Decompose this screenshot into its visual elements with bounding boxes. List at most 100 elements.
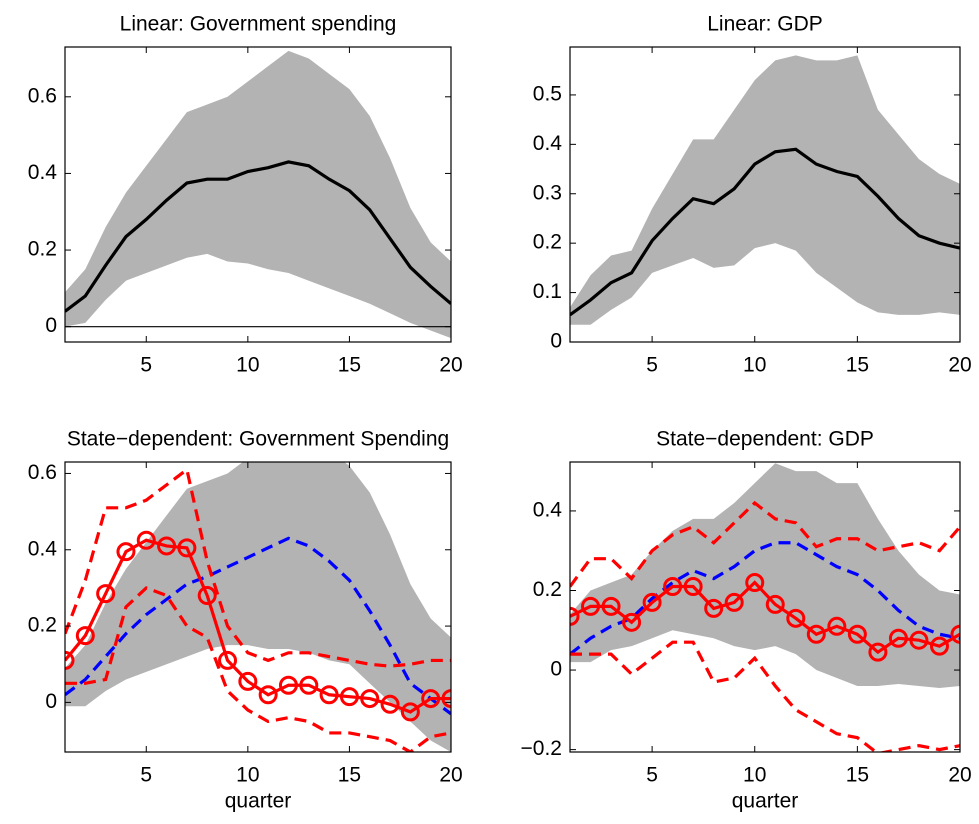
x-axis-label: quarter — [732, 790, 799, 813]
series-marker — [380, 694, 400, 714]
x-axis-label: quarter — [225, 790, 292, 813]
series-marker — [724, 592, 744, 612]
series-marker — [400, 702, 420, 722]
series-line — [570, 640, 960, 752]
y-tick-label: 0.6 — [28, 461, 57, 484]
series-marker — [765, 594, 785, 614]
y-tick-label: −0.2 — [521, 737, 562, 760]
x-tick-label: 10 — [236, 354, 259, 377]
series-marker — [65, 650, 75, 670]
series-marker — [745, 573, 765, 593]
plot-area — [65, 50, 451, 339]
confidence-band — [570, 55, 960, 325]
axes-frame — [569, 46, 961, 343]
x-tick-label: 20 — [439, 354, 462, 377]
series-line — [65, 536, 451, 716]
series-marker — [704, 598, 724, 618]
series-marker — [622, 612, 642, 632]
chart-title: Linear: GDP — [707, 13, 823, 36]
series-marker — [319, 685, 339, 705]
series-line — [65, 160, 451, 313]
y-tick-label: 0.2 — [533, 578, 562, 601]
y-tick-label: 0 — [550, 330, 562, 353]
series-marker — [116, 542, 136, 562]
x-tick-label: 5 — [646, 764, 658, 787]
series-marker — [601, 596, 621, 616]
x-tick-label: 5 — [140, 764, 152, 787]
chart-title: Linear: Government spending — [120, 13, 397, 36]
chart-title: State−dependent: Government Spending — [67, 428, 449, 451]
series-marker — [177, 538, 197, 558]
series-marker — [806, 624, 826, 644]
series-marker — [136, 530, 156, 550]
x-tick-label: 10 — [743, 354, 766, 377]
y-tick-label: 0.2 — [533, 231, 562, 254]
series-marker — [683, 577, 703, 597]
x-tick-label: 20 — [439, 764, 462, 787]
x-tick-label: 15 — [338, 764, 361, 787]
y-tick-label: 0.5 — [533, 82, 562, 105]
series-marker — [258, 685, 278, 705]
axes-frame — [569, 461, 961, 753]
series-marker — [421, 689, 441, 709]
y-tick-label: 0 — [45, 690, 57, 713]
series-marker — [96, 584, 116, 604]
series-marker — [581, 596, 601, 616]
y-tick-label: 0.4 — [533, 498, 563, 521]
plot-area — [570, 463, 960, 752]
x-tick-label: 10 — [236, 764, 259, 787]
series-marker — [360, 689, 380, 709]
x-tick-label: 15 — [338, 354, 361, 377]
x-tick-label: 15 — [846, 764, 869, 787]
y-tick-label: 0.4 — [28, 161, 58, 184]
confidence-band — [65, 462, 451, 752]
series-marker — [642, 592, 662, 612]
series-marker — [827, 616, 847, 636]
confidence-band — [570, 463, 960, 688]
plot-area — [570, 55, 960, 325]
x-tick-label: 10 — [743, 764, 766, 787]
series-line — [570, 147, 960, 317]
y-tick-label: 0 — [550, 658, 562, 681]
series-marker — [570, 606, 580, 626]
series-line — [65, 466, 451, 668]
y-tick-label: 0.4 — [28, 537, 58, 560]
series-marker — [909, 630, 929, 650]
y-tick-label: 0.1 — [533, 280, 562, 303]
series-marker — [238, 671, 258, 691]
y-tick-label: 0.3 — [533, 181, 562, 204]
series-line — [65, 586, 451, 752]
series-line — [65, 538, 451, 714]
series-marker — [299, 675, 319, 695]
series-marker — [868, 642, 888, 662]
confidence-band — [65, 50, 451, 339]
series-line — [570, 580, 960, 655]
y-tick-label: 0.2 — [28, 238, 57, 261]
x-tick-label: 5 — [140, 354, 152, 377]
series-marker — [218, 650, 238, 670]
series-marker — [339, 687, 359, 707]
y-tick-label: 0.4 — [533, 132, 563, 155]
axes-frame — [64, 46, 452, 343]
series-marker — [75, 626, 95, 646]
x-tick-label: 15 — [846, 354, 869, 377]
x-tick-label: 5 — [646, 354, 658, 377]
series-marker — [197, 586, 217, 606]
series-marker — [950, 624, 960, 644]
series-marker — [441, 689, 451, 709]
series-marker — [847, 624, 867, 644]
axes-frame — [64, 461, 452, 753]
x-tick-label: 20 — [948, 764, 971, 787]
series-marker — [929, 636, 949, 656]
y-tick-label: 0 — [45, 314, 57, 337]
plot-area — [65, 462, 451, 752]
series-marker — [663, 577, 683, 597]
series-marker — [888, 628, 908, 648]
chart-title: State−dependent: GDP — [656, 428, 874, 451]
y-tick-label: 0.6 — [28, 84, 57, 107]
y-tick-label: 0.2 — [28, 614, 57, 637]
series-marker — [157, 536, 177, 556]
x-tick-label: 20 — [948, 354, 971, 377]
series-marker — [786, 608, 806, 628]
